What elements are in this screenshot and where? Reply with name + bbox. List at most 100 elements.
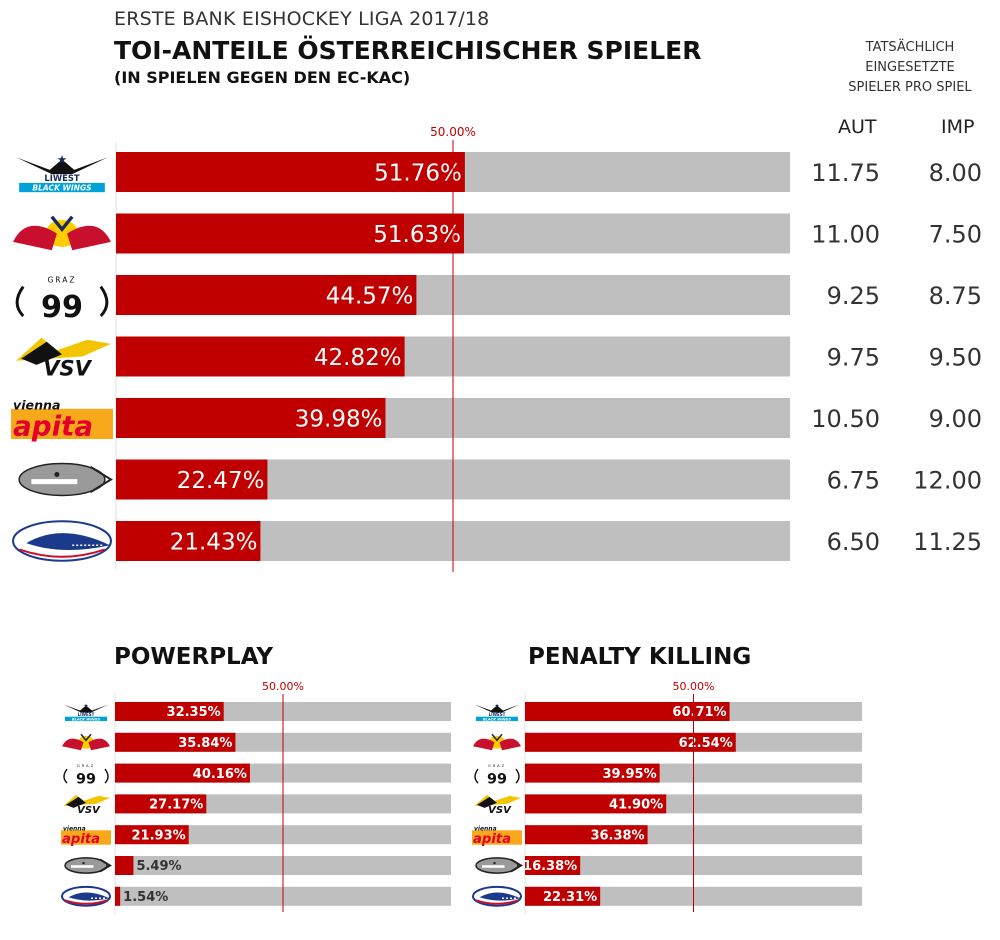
bar-value-label: 51.63% [373,222,461,248]
logo-band [11,408,113,439]
eagle-shadow-shape [66,796,86,808]
bar-value-label: 44.57% [326,283,414,309]
logo-star: ★ [494,703,499,710]
bar-value-label: 42.82% [314,345,402,371]
logo-ring-accent [64,899,108,905]
bull-left-shape [62,738,84,751]
logo-arc [104,768,109,784]
logo-text: GRAZ [77,764,95,768]
league-subtitle: ERSTE BANK EISHOCKEY LIGA 2017/18 [114,8,490,30]
imp-value: 9.50 [929,344,982,372]
logo-text: apita [13,410,93,443]
eagle-shadow-shape [21,341,62,365]
column-note-line: EINGESETZTE [865,60,955,75]
chart-title-parenthetical: (IN SPIELEN GEGEN DEN EC-KAC) [114,68,411,87]
bull-right-shape [88,738,110,751]
aut-value: 9.75 [827,344,880,372]
bar [525,702,730,721]
logo-star: ★ [83,703,88,710]
bar [115,856,134,875]
bar-value-label: 35.84% [178,736,232,751]
logo-band [65,716,107,722]
imp-value: 7.50 [929,221,982,249]
logo-arc [474,768,479,784]
logo-text: vienna [474,826,497,833]
bar [116,275,417,315]
bar-value-label: 32.35% [167,705,221,720]
bar [115,794,207,814]
bull-right-shape [67,225,111,251]
team-logo [64,857,112,874]
eagle-shadow-shape [477,796,497,808]
logo-text: vienna [13,398,61,413]
bar [116,213,464,254]
aut-value: 6.75 [827,467,880,495]
team-logo: GRAZ 99 [474,764,520,788]
logo-text: LIWEST [44,173,79,183]
bar-value-label: 60.71% [672,705,726,720]
team-logo [18,462,113,497]
logo-arc [515,768,520,784]
bar-value-label: 21.93% [132,828,186,843]
bull-left-shape [473,738,495,751]
team-logo [62,733,110,751]
column-header-imp: IMP [941,116,975,138]
bar-value-label: 62.54% [679,736,733,751]
powerplay-title: POWERPLAY [114,644,273,670]
bar [115,886,121,906]
imp-value: 12.00 [913,467,982,495]
logo-text: BLACK WINGS [72,717,101,721]
bar-value-label: 39.98% [295,406,383,432]
logo-star: ★ [57,153,68,167]
logo-arc [63,768,68,784]
logo-text: GRAZ [47,275,76,284]
logo-text: 99 [487,772,507,788]
logo-text: BLACK WINGS [32,183,92,192]
logo-text: GRAZ [488,764,506,768]
bar-value-label: 27.17% [149,798,203,813]
penalty-killing-chart: 60.71% 62.54% 39.95% 41.90% 36.38% 16.38% 22.3… [523,680,862,914]
team-logo [473,733,521,751]
bulldog-ear-shape [99,858,112,873]
bar [116,459,268,500]
bull-right-shape [499,738,521,751]
team-logo [13,215,111,251]
wings-shape [63,704,109,713]
column-note-line: TATSÄCHLICH [865,40,955,55]
column-header-aut: AUT [838,116,877,138]
bar-value-label: 41.90% [609,798,663,813]
column-note: TATSÄCHLICH EINGESETZTE SPIELER PRO SPIE… [830,38,990,98]
bulldog-ear-shape [90,466,113,493]
logo-text: 99 [41,290,83,325]
logo-text: VSV [77,805,101,816]
bar [525,794,667,814]
logo-v-shape [50,215,74,232]
bar-value-label: 16.38% [523,859,577,874]
bar [525,886,601,906]
team-logo [12,520,112,562]
bulldog-eye-shape [82,861,85,865]
team-logo [475,857,523,874]
bar [116,521,261,561]
imp-value: 8.75 [929,282,982,310]
aut-value: 10.50 [811,405,880,433]
bar-value-label: 1.54% [123,890,168,905]
wings-shape [474,704,520,713]
aut-value: 9.25 [827,282,880,310]
bar-value-label: 36.38% [590,828,644,843]
logo-text: 99 [76,772,96,788]
logo-v-shape [491,733,503,742]
logo-text: LIWEST [78,712,95,717]
logo-text: LIWEST [489,712,506,717]
chart-title: TOI-ANTEILE ÖSTERREICHISCHER SPIELER [114,36,702,65]
logo-text: BLACK WINGS [483,717,512,721]
team-logo: GRAZ 99 [63,764,109,788]
main-toi-chart: 51.76% 51.63% 44.57% 42.82% 39.98% 22.47% 21.4… [115,125,982,572]
bar [525,732,736,752]
bull-left-shape [13,225,57,251]
